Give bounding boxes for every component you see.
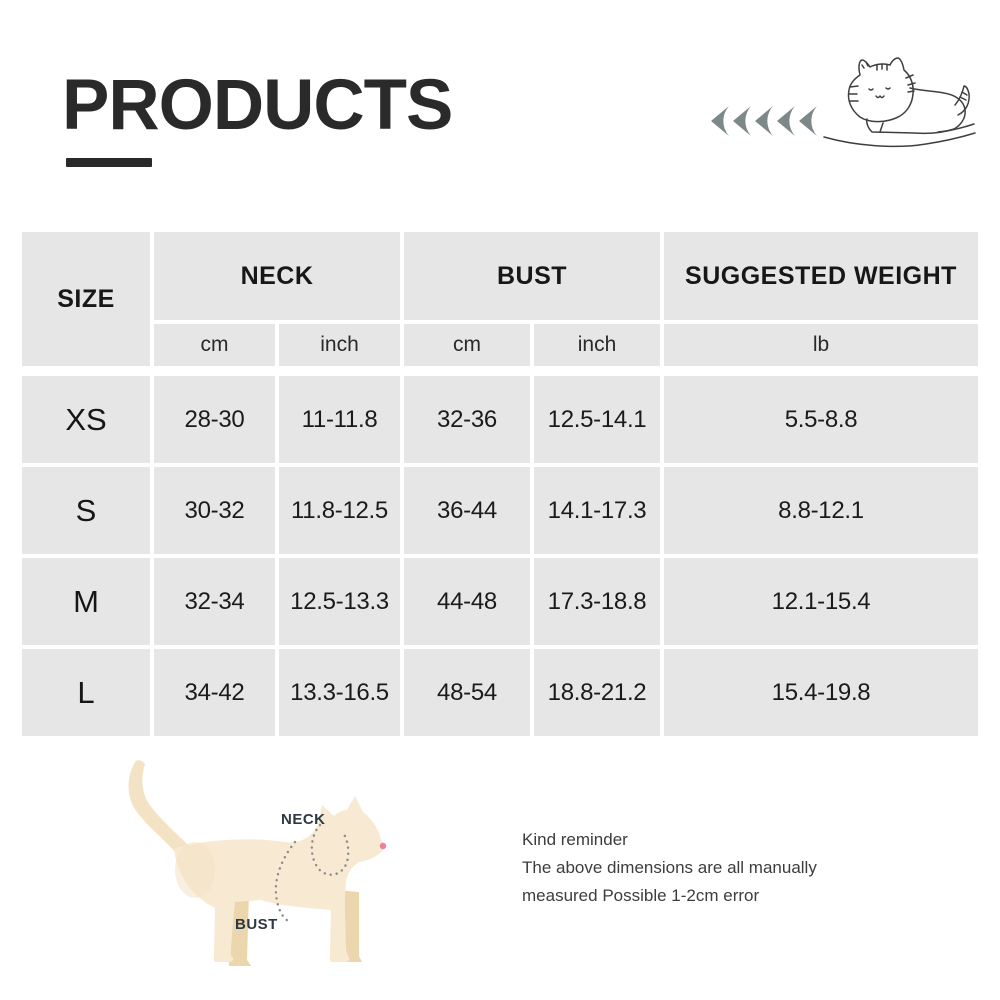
unit-cell: inch <box>279 324 400 366</box>
measurement-cell: 11.8-12.5 <box>279 467 400 554</box>
measurement-cell: 11-11.8 <box>279 376 400 463</box>
left-arrows-icon <box>711 106 817 136</box>
unit-cell: cm <box>404 324 530 366</box>
size-table-body: XS 28-30 11-11.8 32-36 12.5-14.1 5.5-8.8 S 30-3… <box>22 376 978 736</box>
measurement-cell: 5.5-8.8 <box>664 376 978 463</box>
measurement-cell: 30-32 <box>154 467 275 554</box>
header-weight: SUGGESTED WEIGHT <box>664 232 978 320</box>
size-row-label: XS <box>22 376 150 463</box>
measurement-cell: 32-34 <box>154 558 275 645</box>
measurement-cell: 34-42 <box>154 649 275 736</box>
size-row-label: S <box>22 467 150 554</box>
measurement-cell: 12.1-15.4 <box>664 558 978 645</box>
measurement-cell: 12.5-14.1 <box>534 376 660 463</box>
header-neck: NECK <box>154 232 400 320</box>
measurement-cell: 48-54 <box>404 649 530 736</box>
unit-cell: cm <box>154 324 275 366</box>
measurement-cell: 18.8-21.2 <box>534 649 660 736</box>
kind-reminder: Kind reminder The above dimensions are a… <box>522 826 902 910</box>
size-table: SIZE NECK BUST SUGGESTED WEIGHT cm inch cm… <box>22 232 978 736</box>
unit-cell: lb <box>664 324 978 366</box>
diagram-neck-label: NECK <box>281 811 326 828</box>
unit-cell: inch <box>534 324 660 366</box>
diagram-bust-label: BUST <box>235 916 278 933</box>
header-bust: BUST <box>404 232 660 320</box>
reminder-line: The above dimensions are all manually <box>522 858 817 877</box>
size-row-label: M <box>22 558 150 645</box>
measurement-cell: 32-36 <box>404 376 530 463</box>
measurement-cell: 15.4-19.8 <box>664 649 978 736</box>
measurement-cell: 8.8-12.1 <box>664 467 978 554</box>
measurement-cell: 28-30 <box>154 376 275 463</box>
reminder-title: Kind reminder <box>522 830 628 849</box>
measurement-cell: 14.1-17.3 <box>534 467 660 554</box>
measurement-cell: 12.5-13.3 <box>279 558 400 645</box>
reminder-line: measured Possible 1-2cm error <box>522 886 760 905</box>
cat-silhouette-icon <box>128 760 387 966</box>
measurement-cell: 44-48 <box>404 558 530 645</box>
measurement-cell: 13.3-16.5 <box>279 649 400 736</box>
title-underline <box>66 158 152 167</box>
cat-doodle-icon <box>823 57 976 148</box>
measurement-cell: 17.3-18.8 <box>534 558 660 645</box>
measurement-cell: 36-44 <box>404 467 530 554</box>
size-table-header: SIZE NECK BUST SUGGESTED WEIGHT cm inch cm… <box>22 232 978 366</box>
cat-measurement-diagram: NECK BUST <box>113 750 405 996</box>
page-title: PRODUCTS <box>62 66 453 145</box>
size-row-label: L <box>22 649 150 736</box>
header-size: SIZE <box>22 232 150 366</box>
